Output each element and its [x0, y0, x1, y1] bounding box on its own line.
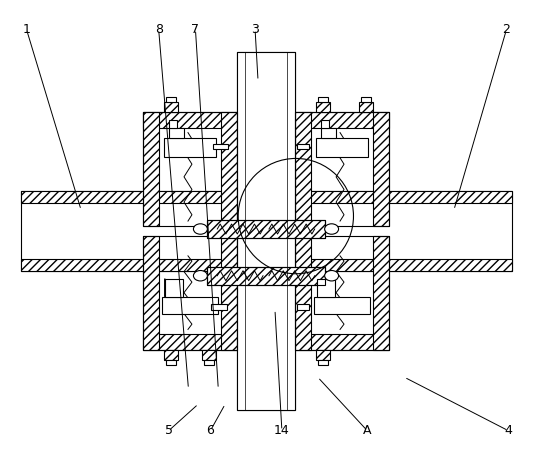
- Bar: [164, 138, 216, 157]
- Text: 5: 5: [165, 424, 173, 437]
- Bar: [295, 191, 512, 203]
- Bar: [237, 52, 295, 410]
- Bar: [295, 112, 311, 226]
- Bar: [213, 144, 228, 150]
- Text: 8: 8: [155, 23, 163, 36]
- Ellipse shape: [193, 224, 207, 234]
- Bar: [321, 119, 329, 128]
- Bar: [221, 236, 237, 350]
- Bar: [237, 52, 295, 410]
- Bar: [295, 112, 389, 128]
- Bar: [359, 102, 373, 112]
- Bar: [143, 236, 159, 350]
- Text: 4: 4: [505, 424, 512, 437]
- Text: 1: 1: [22, 23, 30, 36]
- Bar: [207, 220, 325, 238]
- Bar: [207, 267, 325, 285]
- Text: 2: 2: [503, 23, 511, 36]
- Bar: [164, 350, 177, 360]
- Bar: [143, 112, 237, 226]
- Bar: [21, 259, 237, 271]
- Bar: [295, 112, 389, 226]
- Bar: [297, 304, 309, 310]
- Bar: [207, 220, 325, 238]
- Ellipse shape: [193, 270, 207, 281]
- Bar: [373, 236, 389, 350]
- Bar: [161, 297, 219, 314]
- Bar: [207, 267, 325, 285]
- Bar: [164, 102, 177, 112]
- Bar: [295, 259, 512, 271]
- Bar: [168, 119, 176, 128]
- Ellipse shape: [325, 224, 338, 234]
- Bar: [361, 97, 372, 102]
- Bar: [21, 191, 237, 203]
- Bar: [316, 350, 329, 360]
- Bar: [295, 236, 311, 350]
- Bar: [143, 112, 159, 226]
- Bar: [318, 97, 328, 102]
- Bar: [168, 128, 183, 138]
- Bar: [143, 236, 237, 350]
- Bar: [316, 138, 368, 157]
- Bar: [295, 191, 512, 271]
- Bar: [21, 191, 237, 271]
- Bar: [297, 144, 309, 150]
- Text: 7: 7: [191, 23, 199, 36]
- Bar: [166, 360, 175, 365]
- Bar: [166, 97, 175, 102]
- Bar: [204, 360, 214, 365]
- Bar: [221, 112, 237, 226]
- Bar: [316, 102, 329, 112]
- Bar: [295, 236, 389, 350]
- Bar: [317, 279, 335, 297]
- Bar: [318, 360, 328, 365]
- Bar: [165, 279, 182, 297]
- Bar: [373, 112, 389, 226]
- Bar: [143, 112, 237, 128]
- Text: A: A: [363, 424, 372, 437]
- Bar: [295, 334, 389, 350]
- Bar: [203, 350, 216, 360]
- Text: 3: 3: [251, 23, 259, 36]
- Bar: [211, 304, 227, 310]
- Text: 6: 6: [206, 424, 214, 437]
- Bar: [314, 297, 370, 314]
- Polygon shape: [165, 279, 182, 297]
- Ellipse shape: [325, 270, 338, 281]
- Bar: [143, 334, 237, 350]
- Bar: [321, 128, 336, 138]
- Text: 14: 14: [274, 424, 290, 437]
